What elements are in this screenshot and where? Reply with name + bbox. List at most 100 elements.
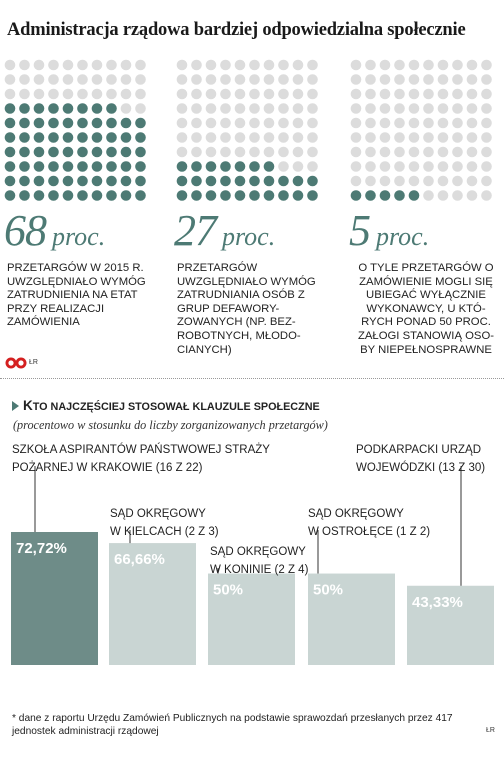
- dot: [394, 146, 405, 158]
- dot: [307, 74, 318, 85]
- dot: [292, 117, 304, 129]
- stat-value-2: 27 proc.: [174, 205, 275, 256]
- dot: [365, 161, 376, 172]
- dot: [437, 117, 449, 129]
- dot: [408, 161, 420, 172]
- dot: [307, 59, 318, 71]
- dot: [33, 146, 45, 158]
- dot: [120, 88, 132, 100]
- dot: [379, 190, 391, 201]
- dot: [205, 103, 217, 114]
- dot: [437, 190, 449, 201]
- dot: [292, 132, 304, 143]
- dot: [176, 103, 188, 114]
- dot: [249, 161, 260, 172]
- dot: [191, 132, 202, 143]
- dot: [437, 103, 449, 114]
- dot: [350, 132, 362, 143]
- bar: [308, 573, 395, 665]
- dot: [4, 190, 16, 201]
- dot: [191, 74, 202, 85]
- dot: [176, 74, 188, 85]
- stat-description-3: O TYLE PRZETARGÓW O ZAMÓWIENIE MOGLI SIĘ…: [358, 262, 494, 356]
- dot: [408, 103, 420, 114]
- dot: [452, 190, 463, 201]
- dot: [191, 146, 202, 158]
- stat-number: 5: [349, 206, 371, 255]
- dot: [234, 103, 246, 114]
- dot: [19, 175, 30, 187]
- dot: [19, 103, 30, 114]
- dot: [220, 132, 231, 143]
- dot: [77, 175, 88, 187]
- dot: [135, 161, 146, 172]
- dot: [379, 59, 391, 71]
- dot: [62, 132, 74, 143]
- dot: [481, 161, 492, 172]
- bar-chart: 72,72% SZKOŁA ASPIRANTÓW PAŃSTWOWEJ STRAŻ…: [11, 443, 494, 665]
- dot: [365, 190, 376, 201]
- dot: [423, 74, 434, 85]
- dot: [437, 132, 449, 143]
- dot: [234, 190, 246, 201]
- dot: [437, 88, 449, 100]
- category-label: SĄD OKRĘGOWY: [110, 508, 206, 520]
- chart-subtitle: (procentowo w stosunku do liczby zorgani…: [13, 418, 328, 432]
- dot: [394, 161, 405, 172]
- dot: [48, 117, 59, 129]
- dot: [350, 161, 362, 172]
- dot: [249, 59, 260, 71]
- dot: [91, 88, 103, 100]
- dot: [278, 132, 289, 143]
- dot: [365, 88, 376, 100]
- dot: [135, 146, 146, 158]
- dot: [33, 161, 45, 172]
- dot: [106, 117, 117, 129]
- section-divider: [0, 378, 504, 379]
- dot: [379, 103, 391, 114]
- dot: [394, 103, 405, 114]
- dot: [307, 146, 318, 158]
- dot: [437, 59, 449, 71]
- category-label: W OSTROŁĘCE (1 Z 2): [308, 526, 430, 538]
- dot: [292, 161, 304, 172]
- dot: [135, 103, 146, 114]
- dot: [481, 132, 492, 143]
- dot: [205, 59, 217, 71]
- dot: [249, 175, 260, 187]
- dot: [106, 132, 117, 143]
- dot: [278, 74, 289, 85]
- category-label: SĄD OKRĘGOWY: [308, 508, 404, 520]
- dot: [135, 59, 146, 71]
- dot: [263, 59, 275, 71]
- stat-description-2: PRZETARGÓW UWZGLĘDNIAŁO WYMÓG ZATRUDNIAN…: [177, 262, 316, 356]
- dot: [120, 175, 132, 187]
- dot: [62, 190, 74, 201]
- dot: [205, 117, 217, 129]
- dot: [205, 161, 217, 172]
- title-initial: K: [23, 398, 33, 413]
- dot: [48, 74, 59, 85]
- dot: [365, 59, 376, 71]
- dot: [466, 175, 478, 187]
- dot: [466, 103, 478, 114]
- dot: [191, 103, 202, 114]
- dot: [205, 74, 217, 85]
- dot: [263, 146, 275, 158]
- dot: [135, 190, 146, 201]
- dot: [191, 117, 202, 129]
- dot: [220, 103, 231, 114]
- dot: [350, 74, 362, 85]
- dot: [135, 117, 146, 129]
- dot: [106, 146, 117, 158]
- dot: [33, 132, 45, 143]
- dot: [234, 88, 246, 100]
- dot: [437, 74, 449, 85]
- dot: [437, 161, 449, 172]
- dot: [423, 175, 434, 187]
- dot: [191, 88, 202, 100]
- dot: [191, 161, 202, 172]
- dot: [106, 175, 117, 187]
- dot: [19, 117, 30, 129]
- stat-description-1: PRZETARGÓW W 2015 R. UWZGLĘDNIAŁO WYMÓG …: [7, 262, 146, 329]
